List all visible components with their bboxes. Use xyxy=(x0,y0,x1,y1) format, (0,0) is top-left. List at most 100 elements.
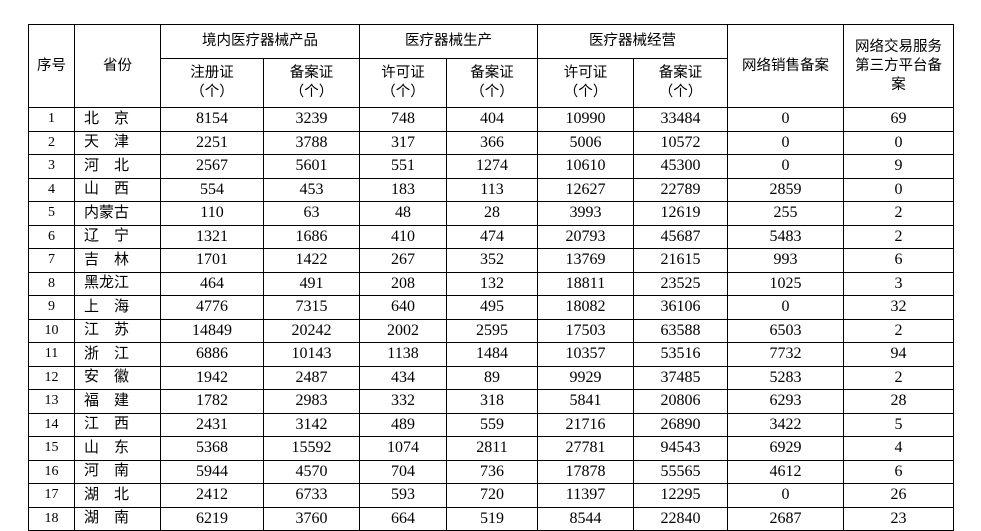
cell-value: 551 xyxy=(359,154,447,179)
cell-value: 6886 xyxy=(160,342,264,367)
cell-value: 0 xyxy=(727,107,844,132)
cell-value: 318 xyxy=(446,389,538,414)
cell-serial: 12 xyxy=(28,365,75,390)
header-row-subcolumns: 注册证 （个） 备案证 （个） 许可证 （个） 备案证 （个） 许可证 （个 xyxy=(29,58,954,108)
cell-value: 13769 xyxy=(537,248,634,273)
cell-province: 江 西 xyxy=(74,412,161,437)
cell-value: 6 xyxy=(843,459,954,484)
cell-value: 332 xyxy=(359,389,447,414)
cell-value: 0 xyxy=(727,483,844,508)
cell-serial: 3 xyxy=(28,154,75,179)
cell-value: 0 xyxy=(727,154,844,179)
subheader-unit: （个） xyxy=(289,84,334,100)
cell-value: 267 xyxy=(359,248,447,273)
cell-value: 4612 xyxy=(727,459,844,484)
cell-value: 3142 xyxy=(263,412,360,437)
cell-serial: 11 xyxy=(28,342,75,367)
cell-value: 3239 xyxy=(263,107,360,132)
header-production: 医疗器械生产 xyxy=(359,24,538,59)
cell-province: 北 京 xyxy=(74,107,161,132)
cell-value: 17878 xyxy=(537,459,634,484)
cell-value: 89 xyxy=(446,365,538,390)
cell-value: 5841 xyxy=(537,389,634,414)
cell-value: 10990 xyxy=(537,107,634,132)
cell-value: 5483 xyxy=(727,224,844,249)
cell-value: 640 xyxy=(359,295,447,320)
cell-province: 浙 江 xyxy=(74,342,161,367)
cell-value: 1942 xyxy=(160,365,264,390)
cell-value: 2 xyxy=(843,201,954,226)
cell-value: 15592 xyxy=(263,436,360,461)
header-third-party: 网络交易服务第三方平台备案 xyxy=(843,24,954,108)
subheader-unit: （个） xyxy=(381,84,425,100)
province-stats-table-wrap: 序号 省份 境内医疗器械产品 医疗器械生产 医疗器械经营 网络销售备案 网络交易… xyxy=(28,24,954,531)
cell-value: 21716 xyxy=(537,412,634,437)
cell-province: 天 津 xyxy=(74,130,161,155)
cell-value: 352 xyxy=(446,248,538,273)
cell-value: 53516 xyxy=(633,342,728,367)
cell-value: 3788 xyxy=(263,130,360,155)
cell-value: 10572 xyxy=(633,130,728,155)
cell-value: 2412 xyxy=(160,483,264,508)
cell-value: 2431 xyxy=(160,412,264,437)
header-filing-cert-operation: 备案证 （个） xyxy=(633,58,728,108)
table-row: 16 河 南 5944 4570 704 736 17878 55565 4612 6 xyxy=(28,459,954,484)
cell-value: 9929 xyxy=(537,365,634,390)
cell-value: 491 xyxy=(263,271,360,296)
cell-value: 2 xyxy=(843,365,954,390)
cell-serial: 17 xyxy=(28,483,75,508)
cell-value: 6503 xyxy=(727,318,844,343)
subheader-unit: （个） xyxy=(658,84,703,100)
cell-value: 554 xyxy=(160,177,264,202)
cell-value: 45300 xyxy=(633,154,728,179)
cell-value: 1701 xyxy=(160,248,264,273)
cell-value: 464 xyxy=(160,271,264,296)
cell-value: 489 xyxy=(359,412,447,437)
subheader-label: 注册证 xyxy=(190,65,234,81)
cell-value: 6 xyxy=(843,248,954,273)
cell-value: 1484 xyxy=(446,342,538,367)
subheader-label: 许可证 xyxy=(563,65,608,81)
cell-value: 32 xyxy=(843,295,954,320)
cell-province: 上 海 xyxy=(74,295,161,320)
table-row: 8 黑龙江 464 491 208 132 18811 23525 1025 3 xyxy=(28,271,954,296)
cell-value: 12619 xyxy=(633,201,728,226)
cell-value: 14849 xyxy=(160,318,264,343)
cell-value: 110 xyxy=(160,201,264,226)
header-filing-cert-production: 备案证 （个） xyxy=(446,58,538,108)
cell-value: 736 xyxy=(446,459,538,484)
cell-value: 4 xyxy=(843,436,954,461)
cell-serial: 5 xyxy=(28,201,75,226)
cell-value: 434 xyxy=(359,365,447,390)
cell-value: 113 xyxy=(446,177,538,202)
cell-value: 23525 xyxy=(633,271,728,296)
cell-value: 10143 xyxy=(263,342,360,367)
cell-value: 6293 xyxy=(727,389,844,414)
cell-value: 2595 xyxy=(446,318,538,343)
cell-value: 3993 xyxy=(537,201,634,226)
cell-serial: 7 xyxy=(28,248,75,273)
cell-serial: 15 xyxy=(28,436,75,461)
cell-value: 9 xyxy=(843,154,954,179)
cell-value: 8154 xyxy=(160,107,264,132)
cell-value: 6733 xyxy=(263,483,360,508)
cell-value: 748 xyxy=(359,107,447,132)
cell-province: 湖 北 xyxy=(74,483,161,508)
cell-province: 安 徽 xyxy=(74,365,161,390)
cell-value: 20793 xyxy=(537,224,634,249)
cell-value: 208 xyxy=(359,271,447,296)
header-license-operation: 许可证 （个） xyxy=(537,58,634,108)
cell-serial: 16 xyxy=(28,459,75,484)
header-operation: 医疗器械经营 xyxy=(537,24,728,59)
cell-value: 0 xyxy=(843,177,954,202)
cell-value: 94 xyxy=(843,342,954,367)
cell-serial: 8 xyxy=(28,271,75,296)
cell-serial: 4 xyxy=(28,177,75,202)
table-row: 15 山 东 5368 15592 1074 2811 27781 94543 6929 4 xyxy=(28,436,954,461)
cell-value: 559 xyxy=(446,412,538,437)
cell-value: 36106 xyxy=(633,295,728,320)
subheader-label: 备案证 xyxy=(658,65,703,81)
